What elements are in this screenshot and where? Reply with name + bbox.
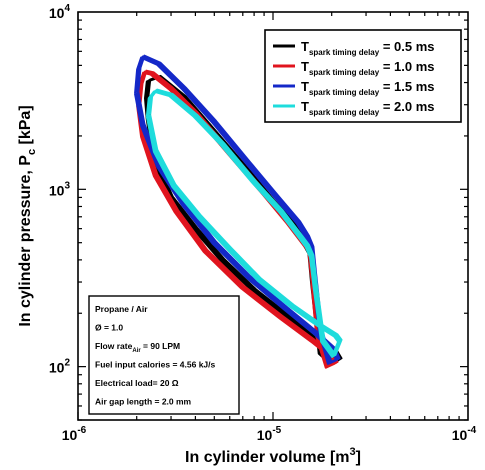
annotation-line: Fuel input calories = 4.56 kJ/s <box>95 360 216 370</box>
annotation-line: Flow rateAir = 90 LPM <box>95 341 180 354</box>
plot-frame <box>77 11 469 421</box>
x-tick-label: 10-5 <box>257 425 282 443</box>
annotation-line: Electrical load= 20 Ω <box>95 378 179 388</box>
series-line-4 <box>147 89 341 357</box>
x-tick-label: 10-4 <box>452 425 477 443</box>
series-layer <box>134 54 343 369</box>
legend-entry: Tspark timing delay = 1.5 ms <box>301 79 435 97</box>
legend-entry: Tspark timing delay = 1.0 ms <box>301 59 435 77</box>
annotation-line: Ø = 1.0 <box>95 323 123 333</box>
annotation-box-frame <box>88 295 240 415</box>
series-line-2 <box>136 71 336 369</box>
legend-entry: Tspark timing delay = 0.5 ms <box>301 39 435 57</box>
condition-annotation-box: Propane / Air Ø = 1.0 Flow rateAir = 90 LP… <box>88 295 240 415</box>
legend-entry: Tspark timing delay = 2.0 ms <box>301 99 435 117</box>
series-line-4 <box>149 88 343 356</box>
y-tick-label: 103 <box>49 180 71 198</box>
x-axis-label: In cylinder volume [m3] <box>185 446 361 466</box>
y-axis-label: In cylinder pressure, Pc [kPa] <box>17 105 38 326</box>
legend-box <box>264 29 462 123</box>
legend: Tspark timing delay = 0.5 ms Tspark timin… <box>264 29 462 123</box>
y-tick-label: 104 <box>49 3 71 21</box>
series-line-4 <box>145 90 340 358</box>
y-tick-label: 102 <box>49 358 71 376</box>
annotation-line: Air gap length = 2.0 mm <box>95 397 192 407</box>
annotation-line: Propane / Air <box>95 304 148 314</box>
tick-labels: 10-6 10-5 10-4 102 103 104 <box>49 3 477 443</box>
x-tick-label: 10-6 <box>62 425 87 443</box>
axis-labels: In cylinder volume [m3] In cylinder press… <box>17 105 361 466</box>
